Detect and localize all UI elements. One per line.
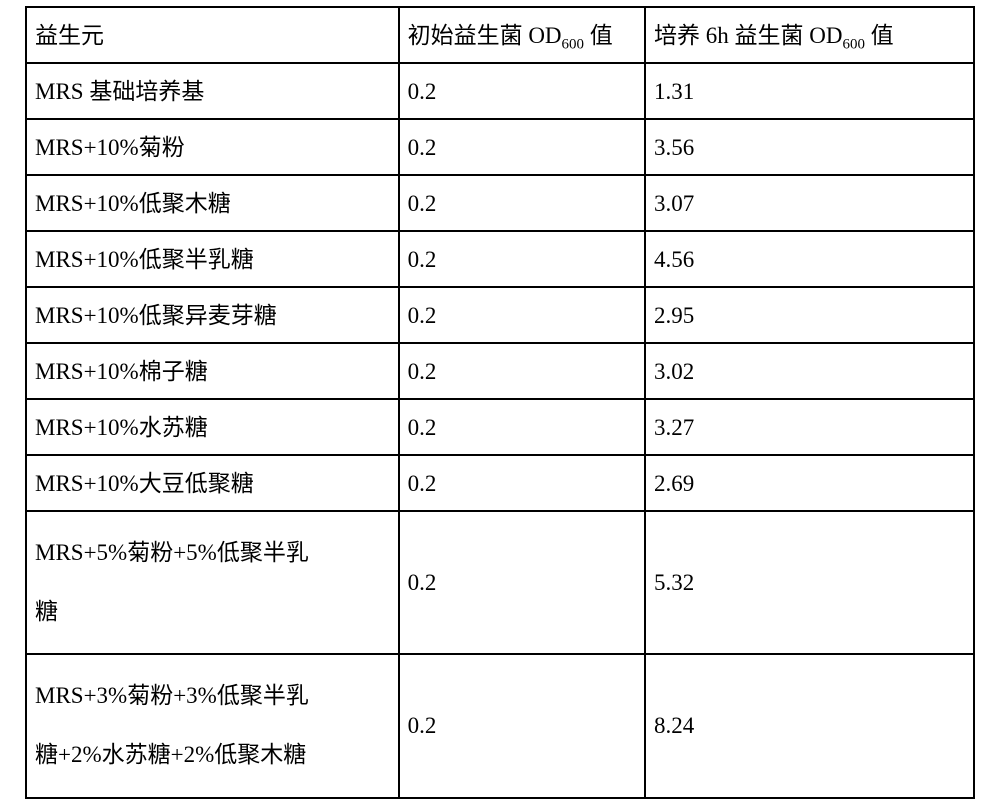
cell-od-6h: 2.69 [645, 455, 974, 511]
cell-prebiotic: MRS+10%大豆低聚糖 [26, 455, 399, 511]
cell-od-6h: 1.31 [645, 63, 974, 119]
cell-od-6h: 3.07 [645, 175, 974, 231]
cell-text: 0.2 [400, 704, 644, 747]
cell-od-initial: 0.2 [399, 455, 645, 511]
cell-od-6h: 3.56 [645, 119, 974, 175]
cell-text: MRS+10%水苏糖 [27, 406, 398, 449]
col-header-prebiotic: 益生元 [26, 7, 399, 63]
cell-prebiotic: MRS+10%低聚半乳糖 [26, 231, 399, 287]
cell-prebiotic: MRS+10%低聚异麦芽糖 [26, 287, 399, 343]
cell-od-initial: 0.2 [399, 231, 645, 287]
cell-text: 0.2 [400, 406, 644, 449]
table-row: MRS+10%低聚木糖0.23.07 [26, 175, 974, 231]
cell-text: 0.2 [400, 182, 644, 225]
cell-text: 3.56 [646, 126, 973, 169]
cell-od-initial: 0.2 [399, 654, 645, 797]
cell-text: 0.2 [400, 294, 644, 337]
table-row: MRS+10%水苏糖0.23.27 [26, 399, 974, 455]
cell-od-6h: 5.32 [645, 511, 974, 654]
table-body: 益生元 初始益生菌 OD600 值 培养 6h 益生菌 OD600 值 MRS … [26, 7, 974, 798]
table-row: MRS+10%棉子糖0.23.02 [26, 343, 974, 399]
cell-od-initial: 0.2 [399, 287, 645, 343]
cell-text: 4.56 [646, 238, 973, 281]
cell-text: MRS+10%菊粉 [27, 126, 398, 169]
cell-text: 0.2 [400, 561, 644, 604]
cell-text: MRS+10%低聚异麦芽糖 [27, 294, 398, 337]
cell-text: 8.24 [646, 704, 973, 747]
cell-od-6h: 2.95 [645, 287, 974, 343]
cell-od-6h: 3.27 [645, 399, 974, 455]
cell-prebiotic: MRS+10%棉子糖 [26, 343, 399, 399]
table-row: MRS+10%低聚异麦芽糖0.22.95 [26, 287, 974, 343]
cell-prebiotic: MRS 基础培养基 [26, 63, 399, 119]
col-header-od-6h: 培养 6h 益生菌 OD600 值 [645, 7, 974, 63]
cell-text: 2.95 [646, 294, 973, 337]
page: 益生元 初始益生菌 OD600 值 培养 6h 益生菌 OD600 值 MRS … [0, 0, 1000, 727]
cell-od-initial: 0.2 [399, 511, 645, 654]
table-row: MRS+10%菊粉0.23.56 [26, 119, 974, 175]
cell-text: MRS+10%大豆低聚糖 [27, 462, 398, 505]
cell-text: MRS 基础培养基 [27, 70, 398, 113]
cell-text: 2.69 [646, 462, 973, 505]
col-header-od-initial: 初始益生菌 OD600 值 [399, 7, 645, 63]
cell-text: 3.07 [646, 182, 973, 225]
cell-text: MRS+10%棉子糖 [27, 350, 398, 393]
cell-prebiotic: MRS+10%低聚木糖 [26, 175, 399, 231]
cell-text: 0.2 [400, 238, 644, 281]
cell-prebiotic: MRS+5%菊粉+5%低聚半乳糖 [26, 511, 399, 654]
table-header-row: 益生元 初始益生菌 OD600 值 培养 6h 益生菌 OD600 值 [26, 7, 974, 63]
cell-text: MRS+10%低聚半乳糖 [27, 238, 398, 281]
cell-text: 0.2 [400, 462, 644, 505]
cell-od-initial: 0.2 [399, 63, 645, 119]
cell-od-initial: 0.2 [399, 175, 645, 231]
cell-text: MRS+5%菊粉+5%低聚半乳糖 [27, 512, 398, 653]
cell-text: 0.2 [400, 70, 644, 113]
cell-prebiotic: MRS+3%菊粉+3%低聚半乳糖+2%水苏糖+2%低聚木糖 [26, 654, 399, 797]
cell-od-6h: 8.24 [645, 654, 974, 797]
cell-text: 5.32 [646, 561, 973, 604]
table-row: MRS+10%低聚半乳糖0.24.56 [26, 231, 974, 287]
cell-text: 0.2 [400, 126, 644, 169]
table-row: MRS+5%菊粉+5%低聚半乳糖0.25.32 [26, 511, 974, 654]
cell-od-6h: 4.56 [645, 231, 974, 287]
cell-od-6h: 3.02 [645, 343, 974, 399]
cell-text: MRS+10%低聚木糖 [27, 182, 398, 225]
cell-text: 0.2 [400, 350, 644, 393]
cell-od-initial: 0.2 [399, 119, 645, 175]
cell-text: 3.02 [646, 350, 973, 393]
cell-od-initial: 0.2 [399, 343, 645, 399]
table-row: MRS+10%大豆低聚糖0.22.69 [26, 455, 974, 511]
cell-text: 1.31 [646, 70, 973, 113]
data-table: 益生元 初始益生菌 OD600 值 培养 6h 益生菌 OD600 值 MRS … [25, 6, 975, 799]
table-row: MRS+3%菊粉+3%低聚半乳糖+2%水苏糖+2%低聚木糖0.28.24 [26, 654, 974, 797]
cell-prebiotic: MRS+10%菊粉 [26, 119, 399, 175]
cell-text: 3.27 [646, 406, 973, 449]
cell-prebiotic: MRS+10%水苏糖 [26, 399, 399, 455]
table-row: MRS 基础培养基0.21.31 [26, 63, 974, 119]
cell-text: MRS+3%菊粉+3%低聚半乳糖+2%水苏糖+2%低聚木糖 [27, 655, 398, 796]
cell-od-initial: 0.2 [399, 399, 645, 455]
